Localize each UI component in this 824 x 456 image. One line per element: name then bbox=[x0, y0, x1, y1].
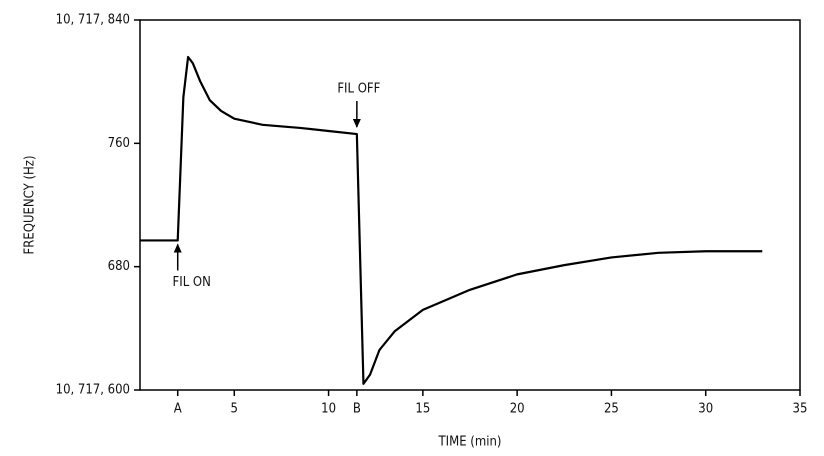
x-tick-label: B bbox=[353, 402, 361, 417]
y-tick-label: 760 bbox=[108, 136, 130, 151]
x-tick-label: 30 bbox=[698, 402, 713, 417]
x-tick-label: 10 bbox=[321, 402, 336, 417]
annotation: FIL OFF bbox=[337, 82, 380, 97]
x-tick-label: 35 bbox=[793, 402, 808, 417]
x-tick-label: 5 bbox=[231, 402, 238, 417]
y-axis-label: FREQUENCY (Hz) bbox=[23, 155, 38, 254]
plot-frame bbox=[139, 19, 801, 391]
x-tick-label: 15 bbox=[415, 402, 430, 417]
arrow-head bbox=[173, 243, 182, 253]
x-tick-label: 25 bbox=[604, 402, 619, 417]
x-axis-label: TIME (min) bbox=[438, 435, 502, 450]
x-tick-label: A bbox=[174, 402, 182, 417]
annotation: FIL ON bbox=[173, 275, 211, 290]
y-tick-label: 680 bbox=[108, 259, 130, 274]
data-line bbox=[140, 55, 763, 385]
x-tick-label: 20 bbox=[510, 402, 525, 417]
y-tick-label: 10, 717, 600 bbox=[56, 383, 130, 398]
arrow-head bbox=[352, 119, 361, 128]
y-tick-label: 10, 717, 840 bbox=[56, 13, 130, 28]
